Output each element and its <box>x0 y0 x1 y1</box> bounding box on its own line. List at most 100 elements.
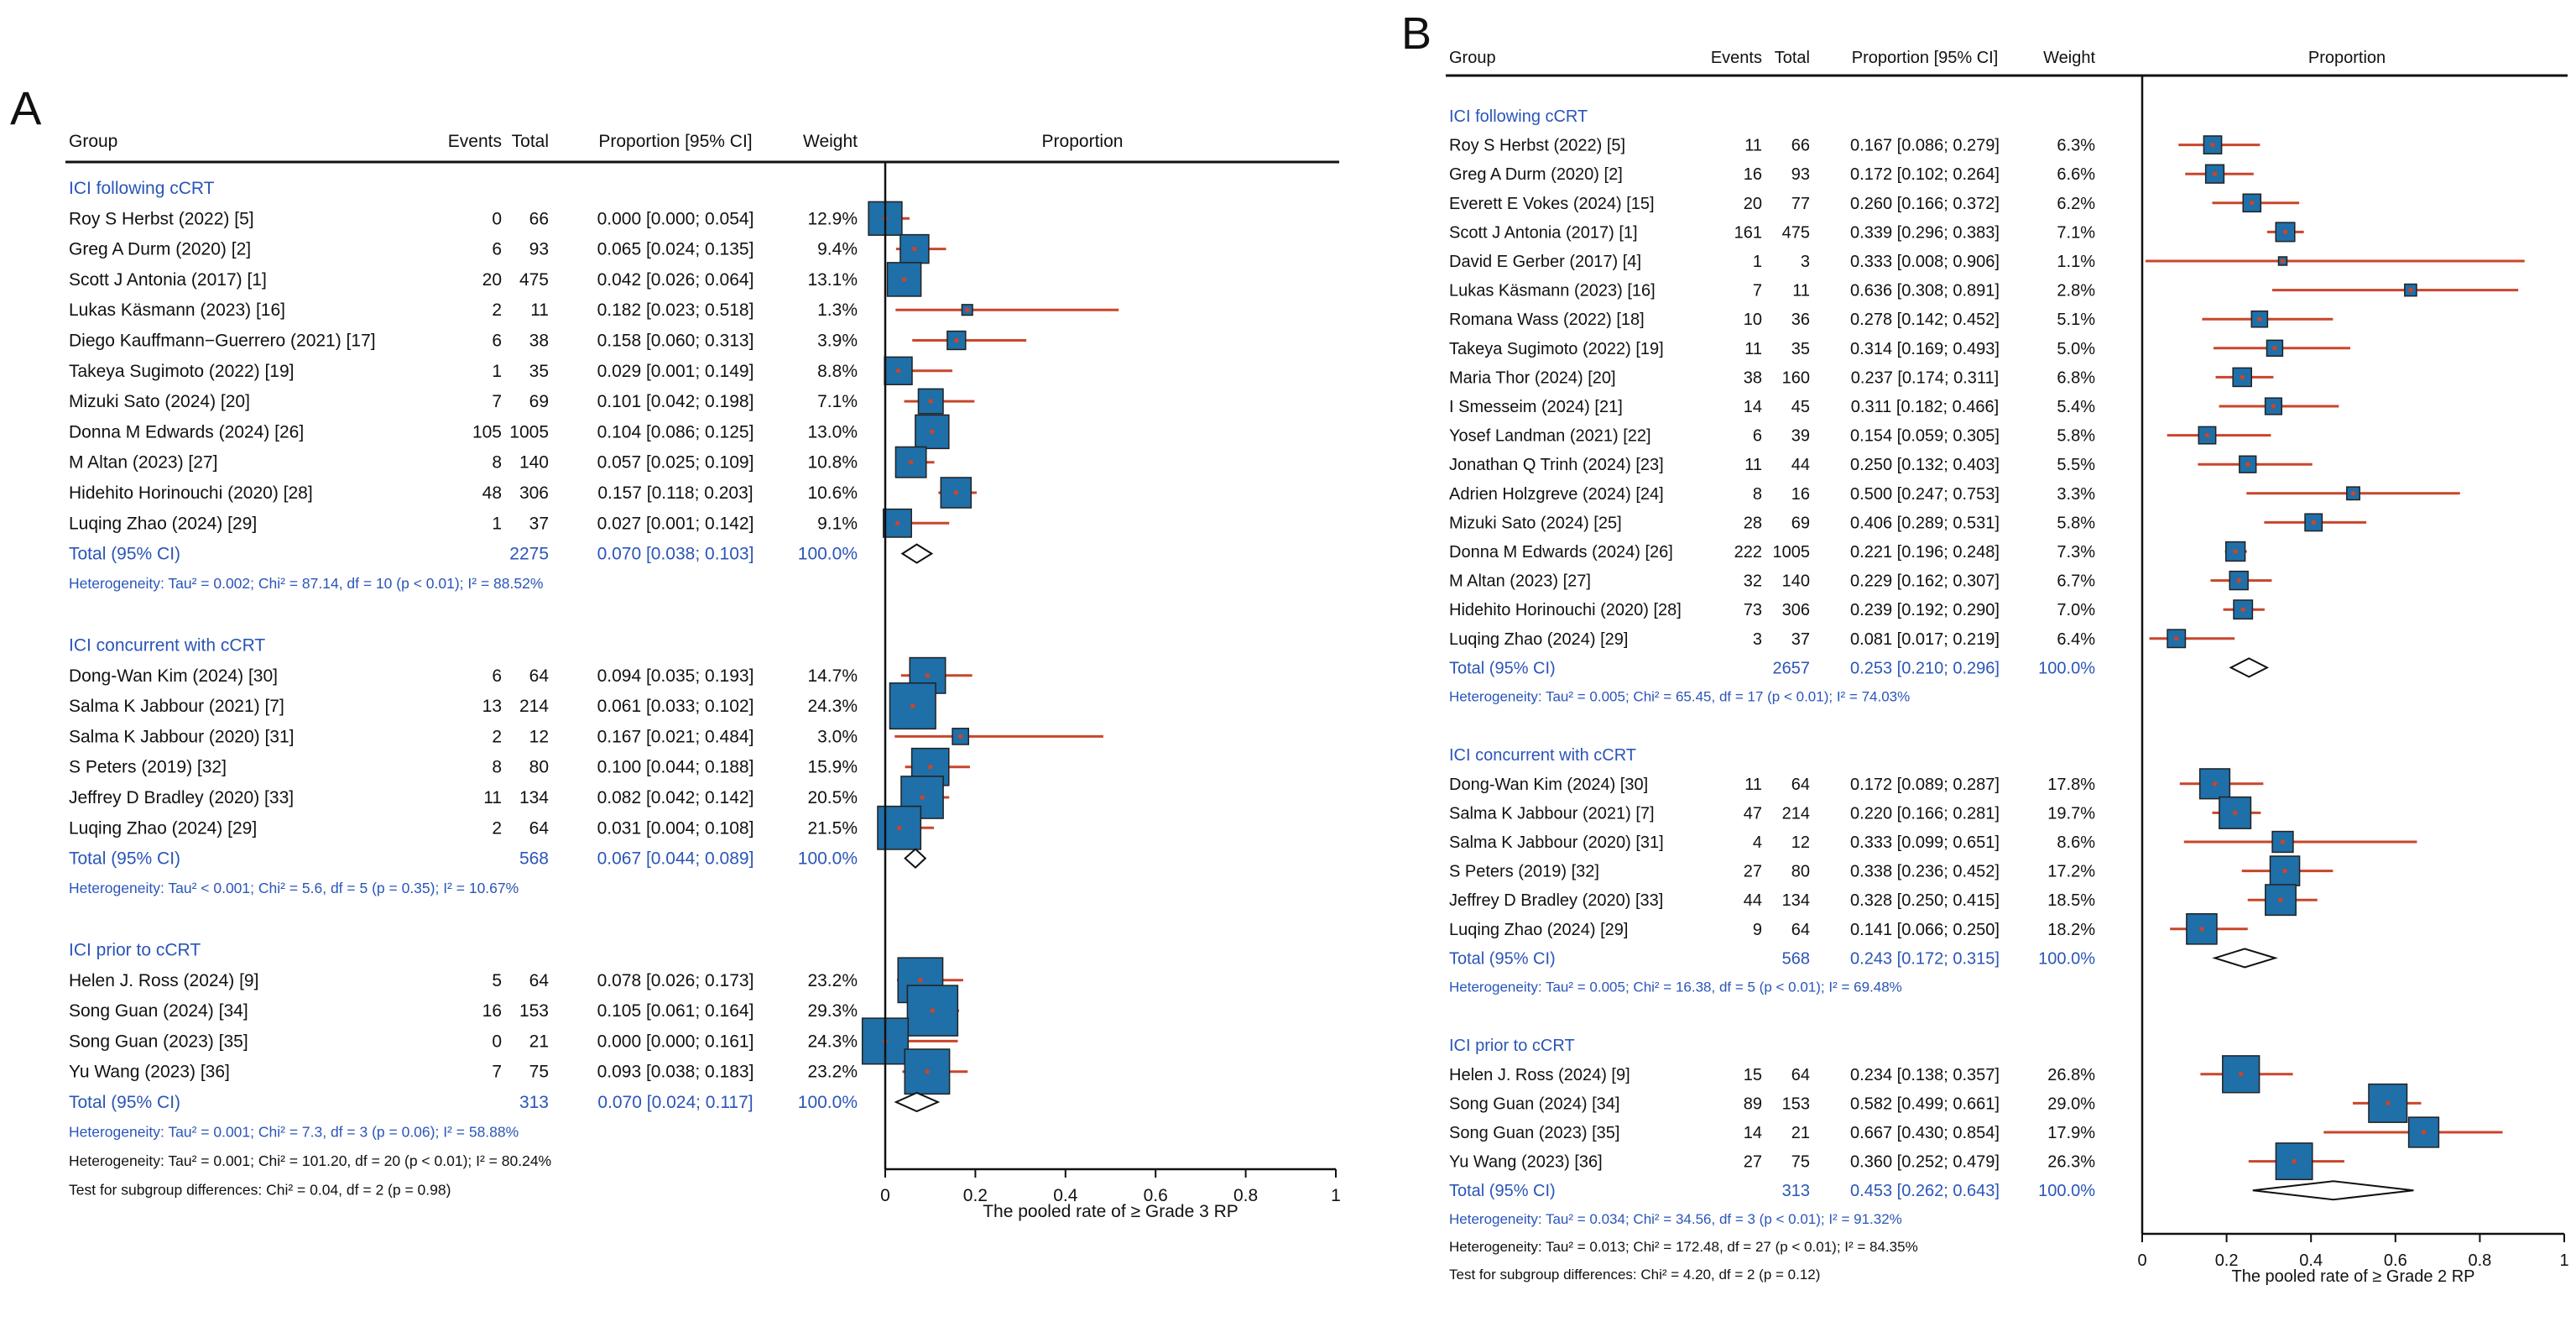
study-name: Song Guan (2024) [34] <box>69 1001 248 1021</box>
study-name: Song Guan (2023) [35] <box>69 1032 248 1051</box>
study-events: 7 <box>492 392 502 411</box>
study-ci: 0.500 [0.247; 0.753] <box>1850 485 2000 504</box>
study-name: Salma K Jabbour (2020) [31] <box>1449 833 1664 852</box>
study-total: 64 <box>529 818 550 838</box>
study-ci: 0.167 [0.021; 0.484] <box>597 727 754 746</box>
panel-b-subgroup-2-heterogeneity: Heterogeneity: Tau² = 0.005; Chi² = 16.3… <box>1449 979 1902 995</box>
study-weight: 1.1% <box>2057 253 2095 271</box>
panel-b-header-events: Events <box>1711 49 1762 67</box>
point-estimate-dot <box>920 795 925 800</box>
x-tick-label: 1 <box>2559 1251 2568 1270</box>
panel-a-subgroup-test: Test for subgroup differences: Chi² = 0.… <box>69 1181 451 1198</box>
study-weight: 24.3% <box>807 1032 858 1051</box>
study-weight: 6.2% <box>2057 195 2095 213</box>
study-weight: 10.8% <box>807 453 858 473</box>
panel-a-header-total: Total <box>512 132 549 151</box>
study-weight: 5.8% <box>2057 514 2095 532</box>
panel-a-subgroup-1-total-weight: 100.0% <box>798 545 858 564</box>
study-total: 475 <box>1782 223 1810 242</box>
study-weight: 18.2% <box>2047 921 2095 939</box>
point-estimate-dot <box>2173 636 2179 641</box>
study-ci: 0.082 [0.042; 0.142] <box>597 788 754 807</box>
study-events: 10 <box>1744 311 1762 329</box>
point-estimate-dot <box>2204 432 2210 438</box>
panel-a-overall-heterogeneity: Heterogeneity: Tau² = 0.001; Chi² = 101.… <box>69 1152 551 1169</box>
point-estimate-dot <box>2350 491 2356 496</box>
point-estimate-dot <box>918 978 923 983</box>
study-name: Salma K Jabbour (2020) [31] <box>69 727 295 746</box>
point-estimate-dot <box>953 490 959 495</box>
pooled-diamond <box>900 543 934 564</box>
study-name: Song Guan (2023) [35] <box>1449 1124 1619 1142</box>
point-estimate-dot <box>901 277 907 282</box>
panel-b-subgroup-3-total-ci: 0.453 [0.262; 0.643] <box>1850 1182 2000 1200</box>
point-estimate-dot <box>2257 316 2262 322</box>
point-estimate-dot <box>2245 462 2250 467</box>
study-ci: 0.167 [0.086; 0.279] <box>1850 137 2000 155</box>
study-total: 16 <box>1791 485 1810 504</box>
study-ci: 0.406 [0.289; 0.531] <box>1850 514 2000 532</box>
study-total: 306 <box>1782 601 1810 619</box>
study-events: 7 <box>492 1063 502 1082</box>
panel-b-subgroup-2-total-label: Total (95% CI) <box>1449 949 1556 968</box>
panel-b-subgroup-3-heterogeneity: Heterogeneity: Tau² = 0.034; Chi² = 34.5… <box>1449 1211 1902 1227</box>
panel-a-header-events: Events <box>448 132 502 151</box>
study-name: M Altan (2023) [27] <box>1449 572 1591 591</box>
study-ci: 0.250 [0.132; 0.403] <box>1850 456 2000 474</box>
study-weight: 6.6% <box>2057 165 2095 184</box>
study-weight: 17.2% <box>2047 863 2095 881</box>
panel-a-subgroup-1-total-n: 2275 <box>509 545 549 564</box>
study-events: 16 <box>1744 165 1762 184</box>
study-ci: 0.081 [0.017; 0.219] <box>1850 630 2000 649</box>
study-weight: 15.9% <box>807 758 858 777</box>
study-ci: 0.000 [0.000; 0.161] <box>597 1032 754 1051</box>
study-events: 20 <box>1744 195 1762 213</box>
study-name: Jonathan Q Trinh (2024) [23] <box>1449 456 1664 474</box>
study-ci: 0.000 [0.000; 0.054] <box>597 209 754 228</box>
point-estimate-dot <box>928 399 934 404</box>
study-weight: 6.3% <box>2057 137 2095 155</box>
point-estimate-dot <box>2280 259 2286 264</box>
study-ci: 0.338 [0.236; 0.452] <box>1850 863 2000 881</box>
study-name: Takeya Sugimoto (2022) [19] <box>69 362 295 381</box>
study-weight: 3.9% <box>817 332 858 351</box>
study-name: Greg A Durm (2020) [2] <box>69 240 251 259</box>
study-weight: 17.8% <box>2047 776 2095 794</box>
study-total: 134 <box>1782 891 1810 910</box>
x-tick-label: 0.6 <box>2384 1251 2407 1270</box>
study-total: 12 <box>529 727 549 746</box>
point-estimate-dot <box>2408 287 2413 293</box>
study-name: M Altan (2023) [27] <box>69 453 217 473</box>
study-total: 66 <box>1791 137 1810 155</box>
study-events: 89 <box>1744 1095 1762 1113</box>
study-events: 1 <box>1753 253 1762 271</box>
panel-a-subgroup-3-total-n: 313 <box>519 1093 549 1112</box>
panel-a-subgroup-2-total-ci: 0.067 [0.044; 0.089] <box>597 849 754 869</box>
panel-b-subgroup-2-total-n: 568 <box>1782 949 1810 968</box>
study-events: 4 <box>1753 833 1762 852</box>
study-ci: 0.333 [0.099; 0.651] <box>1850 833 2000 852</box>
study-events: 9 <box>1753 921 1762 939</box>
study-total: 134 <box>519 788 549 807</box>
study-name: Takeya Sugimoto (2022) [19] <box>1449 340 1664 358</box>
study-name: Donna M Edwards (2024) [26] <box>69 422 304 441</box>
study-total: 77 <box>1791 195 1810 213</box>
study-ci: 0.239 [0.192; 0.290] <box>1850 601 2000 619</box>
study-events: 14 <box>1744 398 1762 416</box>
study-name: Romana Wass (2022) [18] <box>1449 311 1645 329</box>
panel-a-subgroup-1-heterogeneity: Heterogeneity: Tau² = 0.002; Chi² = 87.1… <box>69 575 543 592</box>
study-ci: 0.078 [0.026; 0.173] <box>597 971 754 990</box>
study-total: 1005 <box>1773 543 1811 562</box>
panel-b-label: B <box>1401 8 1431 59</box>
study-weight: 6.7% <box>2057 572 2095 591</box>
x-tick-label: 1 <box>1331 1186 1341 1205</box>
panel-a-header-weight: Weight <box>803 132 858 151</box>
panel-b-subgroup-3-total-n: 313 <box>1782 1182 1810 1200</box>
study-ci: 0.636 [0.308; 0.891] <box>1850 282 2000 300</box>
study-events: 1 <box>492 362 502 381</box>
study-ci: 0.278 [0.142; 0.452] <box>1850 311 2000 329</box>
study-weight: 29.0% <box>2047 1095 2095 1113</box>
point-estimate-dot <box>930 429 935 435</box>
study-weight: 1.3% <box>817 300 858 320</box>
